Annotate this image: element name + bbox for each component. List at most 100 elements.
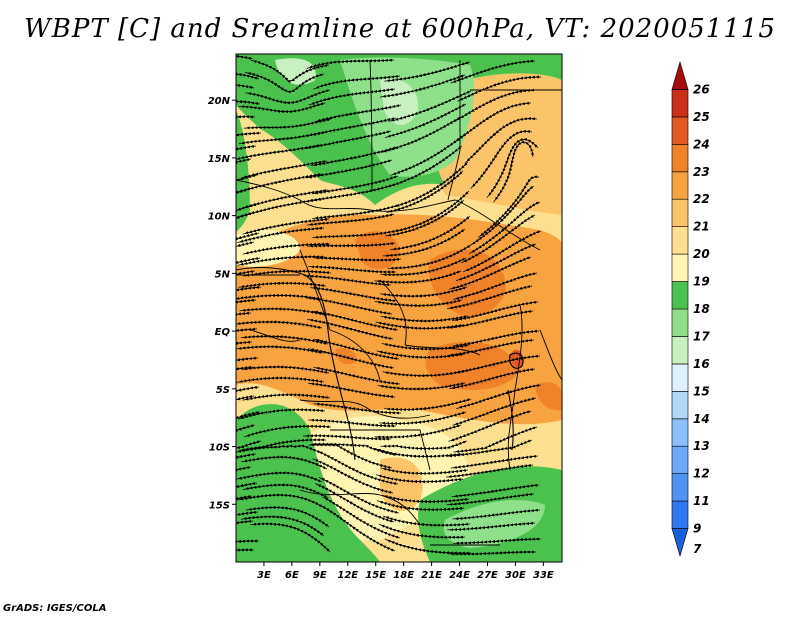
map-frame [235,53,563,563]
y-tick-label: 15N [208,154,231,165]
streamline-arrow [489,336,496,340]
y-axis: 20N 15N 10N 5N EQ 5S 10S 15S [208,96,236,511]
colorbar-swatch [671,226,689,255]
streamline-arrow [347,125,353,129]
streamline-arrow [486,377,493,381]
streamline-arrow [236,521,242,525]
x-tick-label: 24E [449,570,470,581]
streamline-arrow [240,357,247,361]
streamline-arrow [237,388,244,392]
streamline-arrow [347,292,354,296]
streamline-arrow [236,190,241,194]
colorbar-swatch [671,171,689,200]
y-tick-label: 5N [215,269,231,280]
x-tick-label: 6E [285,570,299,581]
streamline-arrow [490,513,497,517]
x-tick-label: 18E [393,570,414,581]
streamline-arrow [239,287,246,291]
streamline-arrow [237,427,244,431]
x-tick-label: 21E [421,570,442,581]
colorbar-label: 7 [693,542,702,556]
y-tick-label: 15S [209,500,230,511]
colorbar-label: 23 [693,165,710,179]
streamline-arrow [342,139,349,143]
streamline-arrow [278,515,285,519]
streamline-arrow [280,245,287,249]
colorbar-label: 21 [693,220,710,234]
colorbar-swatch [671,308,689,337]
streamline-arrow [492,394,499,398]
x-tick-label: 9E [313,570,327,581]
colorbar-swatch [671,60,689,90]
y-tick-label: EQ [215,327,231,338]
streamline-arrow [350,212,357,216]
streamline-arrow [488,99,494,103]
streamline-arrow [484,498,491,502]
streamline-arrow [351,407,358,411]
streamline-arrow [484,346,491,350]
colorbar: 7 9 11 12 13 14 15 16 17 18 19 20 21 22 23 24 25 26 [671,60,710,558]
colorbar-swatch [671,391,689,420]
streamline-arrow [492,83,498,87]
streamline-arrow [238,299,245,303]
streamline-arrow [488,460,495,464]
grads-credit: GrADS: IGES/COLA [3,603,107,614]
streamline-arrow [237,271,244,275]
streamline-arrow [277,167,284,171]
map-plot-area [236,54,562,562]
colorbar-label: 17 [693,329,710,343]
colorbar-label: 16 [693,357,710,371]
streamline-arrow [344,326,351,330]
streamline-arrow [343,169,350,173]
colorbar-label: 9 [693,522,701,536]
y-tick-label: 20N [208,96,231,107]
streamline-arrow [239,484,246,487]
streamline-arrow [351,111,358,115]
streamline-arrow [344,193,351,197]
streamline-arrow [415,533,422,537]
streamline-arrow [236,215,242,219]
streamline-arrow [345,356,352,360]
colorbar-swatch [671,445,689,474]
x-tick-label: 12E [337,570,358,581]
streamline-arrow [283,506,290,510]
streamline-arrow [345,388,352,392]
streamline-arrow [288,525,294,529]
streamlines [236,55,542,556]
streamline-arrow [346,475,352,479]
streamline-arrow [351,526,357,531]
streamline-arrow [417,420,424,424]
colorbar-label: 11 [693,494,710,508]
colorbar-swatch [671,528,689,558]
x-tick-label: 30E [505,570,526,581]
streamline-arrow [236,84,243,88]
colorbar-label: 13 [693,439,710,453]
colorbar-swatch [671,281,689,310]
streamline-arrow [236,243,243,247]
colorbar-label: 24 [693,137,710,151]
wbpt-core-high-southeast [535,382,562,411]
colorbar-swatch [671,473,689,502]
colorbar-label: 20 [693,247,710,261]
streamline-arrow [271,150,278,154]
streamline-arrow [236,468,240,472]
colorbar-swatch [671,418,689,447]
streamline-arrow [483,470,490,474]
streamline-arrow [236,341,241,345]
streamline-arrow [236,397,243,401]
streamline-arrow [343,303,349,307]
streamline-arrow [341,278,348,282]
streamline-arrow [350,374,357,378]
colorbar-swatch [671,116,689,145]
colorbar-label: 22 [693,192,710,206]
colorbar-swatch [671,89,689,118]
colorbar-label: 19 [693,275,710,289]
streamline-arrow [486,67,492,71]
streamline-arrow [483,449,490,453]
streamline-arrow [345,93,352,97]
streamline-arrow [421,549,428,553]
colorbar-swatch [671,363,689,392]
colorbar-label: 26 [693,82,710,96]
streamline [236,157,252,164]
